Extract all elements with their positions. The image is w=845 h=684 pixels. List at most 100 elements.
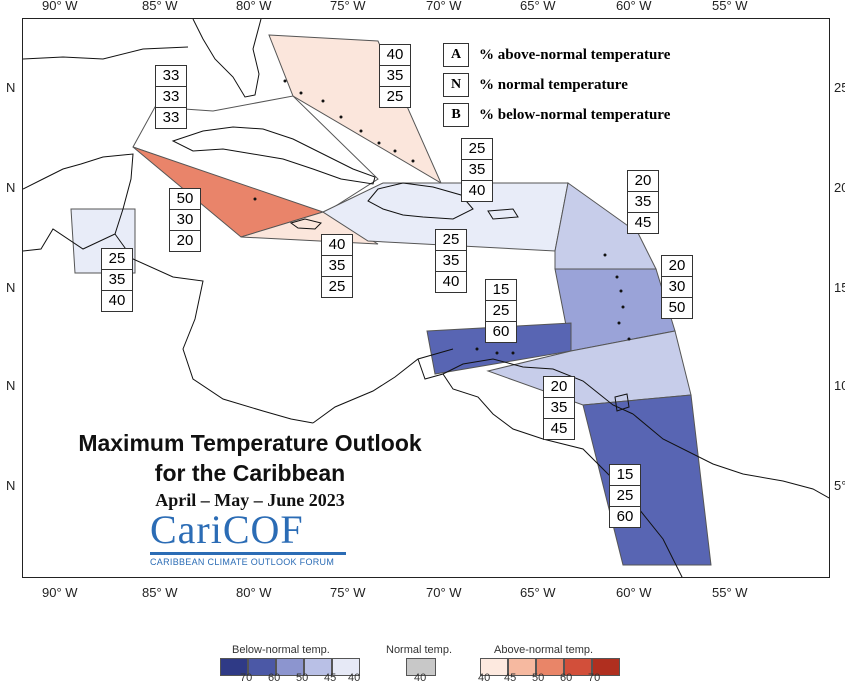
- above-normal-value: 20: [543, 376, 575, 398]
- legend-below-title: Below-normal temp.: [232, 644, 330, 656]
- legend-tick-above: 70: [588, 672, 601, 684]
- legend-swatch-above: [536, 658, 564, 676]
- forecast-period: April – May – June 2023: [155, 490, 345, 510]
- below-normal-value: 50: [661, 297, 693, 319]
- lat-label-left: N: [6, 180, 16, 195]
- lon-label-top: 60° W: [616, 0, 652, 13]
- key-letter: N: [443, 73, 469, 97]
- below-normal-value: 60: [609, 506, 641, 528]
- below-normal-value: 20: [169, 230, 201, 252]
- below-normal-value: 40: [101, 290, 133, 312]
- normal-value: 33: [155, 86, 187, 108]
- below-normal-value: 45: [543, 418, 575, 440]
- lon-label-bottom: 70° W: [426, 585, 462, 600]
- above-normal-value: 40: [321, 234, 353, 256]
- prob-box-hispaniola-north: 25 35 40: [461, 138, 493, 202]
- lon-label-bottom: 80° W: [236, 585, 272, 600]
- below-normal-value: 25: [321, 276, 353, 298]
- lon-label-bottom: 85° W: [142, 585, 178, 600]
- lat-label-left: N: [6, 280, 16, 295]
- key-text: % below-normal temperature: [479, 106, 671, 123]
- title-block: Maximum Temperature Outlook for the Cari…: [40, 428, 460, 511]
- lon-label-top: 65° W: [520, 0, 556, 13]
- legend-above-title: Above-normal temp.: [494, 644, 594, 656]
- normal-value: 35: [379, 65, 411, 87]
- prob-box-bahamas: 40 35 25: [379, 44, 411, 108]
- legend-tick-below: 40: [348, 672, 361, 684]
- lon-label-top: 90° W: [42, 0, 78, 13]
- forecast-regions: [70, 34, 712, 566]
- legend-swatch-below: [248, 658, 276, 676]
- normal-value: 30: [169, 209, 201, 231]
- prob-box-belize: 25 35 40: [101, 248, 133, 312]
- lon-label-bottom: 55° W: [712, 585, 748, 600]
- lon-label-bottom: 65° W: [520, 585, 556, 600]
- legend-swatch-above: [564, 658, 592, 676]
- above-normal-value: 25: [101, 248, 133, 270]
- prob-box-trinidad-sea: 20 35 45: [543, 376, 575, 440]
- lon-label-top: 80° W: [236, 0, 272, 13]
- above-normal-value: 20: [661, 255, 693, 277]
- above-normal-value: 25: [435, 229, 467, 251]
- map-canvas: [23, 19, 829, 577]
- lat-label-right: 10: [834, 378, 845, 393]
- map-title-line2: for the Caribbean: [154, 460, 346, 486]
- region-guianas: [582, 394, 712, 566]
- prob-box-leeward: 20 35 45: [627, 170, 659, 234]
- lon-label-bottom: 75° W: [330, 585, 366, 600]
- below-normal-value: 60: [485, 321, 517, 343]
- prob-box-guianas: 15 25 60: [609, 464, 641, 528]
- legend-swatch-above: [508, 658, 536, 676]
- normal-value: 25: [485, 300, 517, 322]
- prob-box-cuba-cayman: 50 30 20: [169, 188, 201, 252]
- normal-value: 35: [627, 191, 659, 213]
- legend-normal-title: Normal temp.: [386, 644, 453, 656]
- below-normal-value: 25: [379, 86, 411, 108]
- lat-label-right: 25: [834, 80, 845, 95]
- key-letter: A: [443, 43, 469, 67]
- lon-label-top: 70° W: [426, 0, 462, 13]
- above-normal-value: 20: [627, 170, 659, 192]
- lat-label-left: N: [6, 80, 16, 95]
- below-normal-value: 33: [155, 107, 187, 129]
- lon-label-bottom: 90° W: [42, 585, 78, 600]
- legend-swatch-above: [480, 658, 508, 676]
- lat-label-left: N: [6, 478, 16, 493]
- prob-box-jamaica: 40 35 25: [321, 234, 353, 298]
- map-frame: 40 35 25 33 33 33 50 30 20 25 35 40 40 3…: [22, 18, 830, 578]
- lat-label-left: N: [6, 378, 16, 393]
- above-normal-value: 15: [485, 279, 517, 301]
- lon-label-bottom: 60° W: [616, 585, 652, 600]
- normal-value: 35: [101, 269, 133, 291]
- legend-tick-above: 60: [560, 672, 573, 684]
- lon-label-top: 75° W: [330, 0, 366, 13]
- normal-value: 25: [609, 485, 641, 507]
- lon-label-top: 55° W: [712, 0, 748, 13]
- prob-box-hispaniola-south: 25 35 40: [435, 229, 467, 293]
- map-title: Maximum Temperature Outlook: [78, 430, 422, 456]
- above-normal-value: 40: [379, 44, 411, 66]
- above-normal-value: 15: [609, 464, 641, 486]
- lat-label-right: 5°: [834, 478, 845, 493]
- legend-tick-above: 50: [532, 672, 545, 684]
- normal-value: 35: [461, 159, 493, 181]
- key-text: % above-normal temperature: [479, 46, 671, 63]
- normal-value: 35: [321, 255, 353, 277]
- prob-box-windward: 20 30 50: [661, 255, 693, 319]
- legend-tick-below: 70: [240, 672, 253, 684]
- normal-value: 30: [661, 276, 693, 298]
- lon-label-top: 85° W: [142, 0, 178, 13]
- below-normal-value: 40: [461, 180, 493, 202]
- lat-label-right: 15: [834, 280, 845, 295]
- logo-subtitle: CARIBBEAN CLIMATE OUTLOOK FORUM: [150, 557, 335, 567]
- legend-tick-normal: 40: [414, 672, 427, 684]
- below-normal-value: 45: [627, 212, 659, 234]
- key-letter: B: [443, 103, 469, 127]
- above-normal-value: 33: [155, 65, 187, 87]
- above-normal-value: 25: [461, 138, 493, 160]
- prob-box-abc-islands: 15 25 60: [485, 279, 517, 343]
- legend-swatch-above: [592, 658, 620, 676]
- lat-label-right: 20: [834, 180, 845, 195]
- legend-swatch-below: [304, 658, 332, 676]
- caricof-logo: CariCOF CARIBBEAN CLIMATE OUTLOOK FORUM: [150, 510, 350, 567]
